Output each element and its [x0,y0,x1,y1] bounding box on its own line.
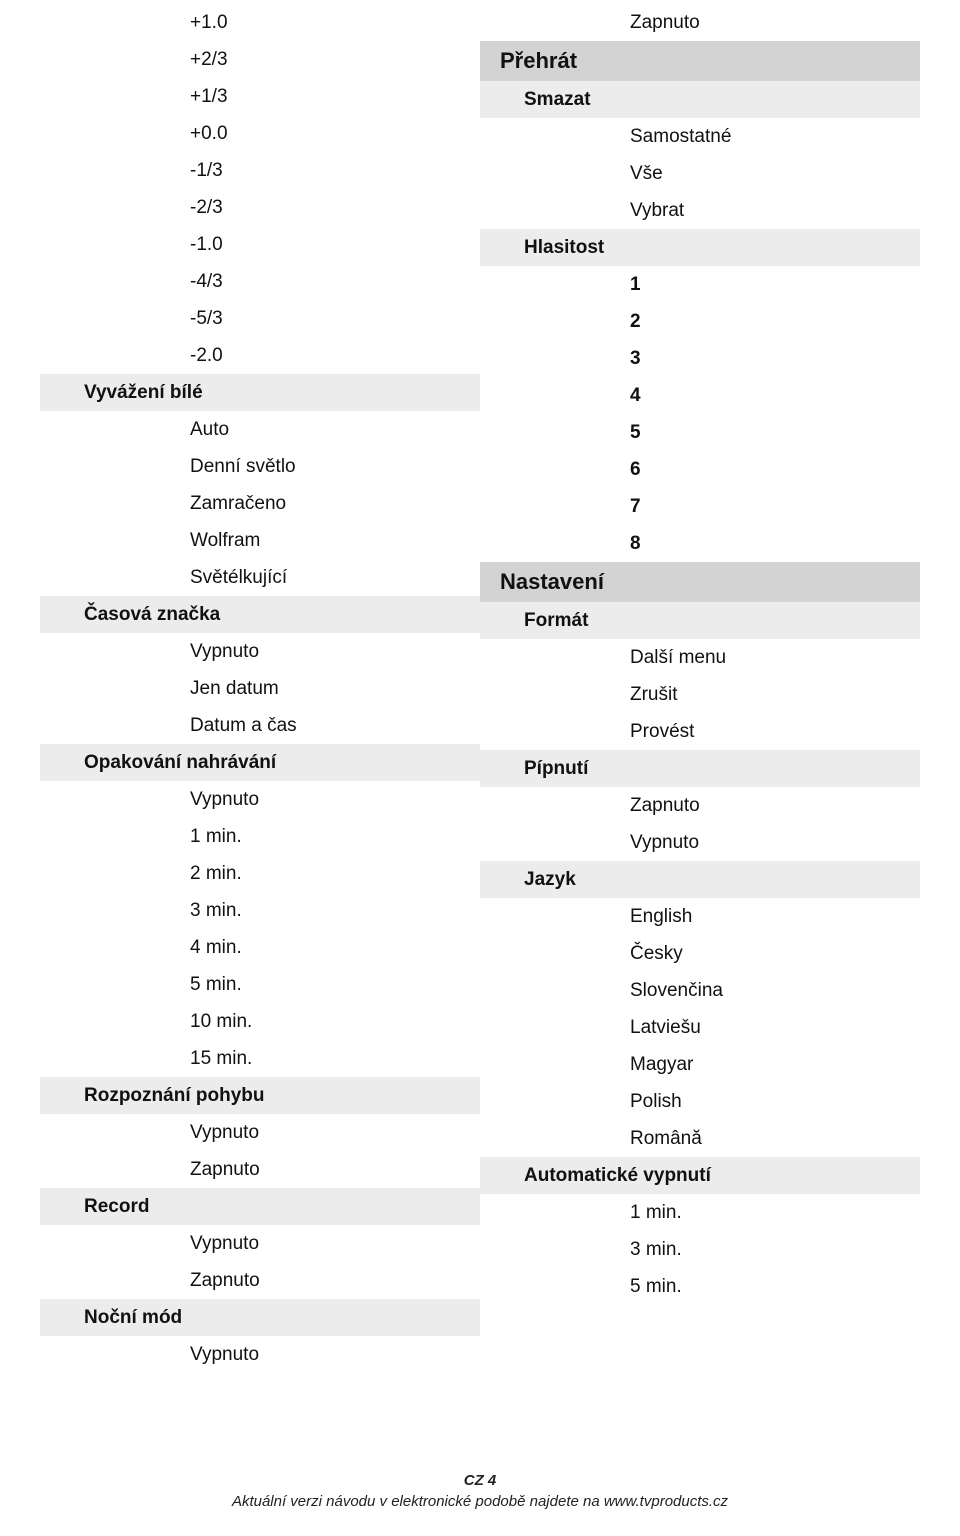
left-row: Světélkující [40,559,480,596]
right-row: English [480,898,920,935]
left-row: Vypnuto [40,781,480,818]
left-row: -2.0 [40,337,480,374]
left-row: -4/3 [40,263,480,300]
right-row: Magyar [480,1046,920,1083]
right-row: Provést [480,713,920,750]
right-row: 2 [480,303,920,340]
left-row: +2/3 [40,41,480,78]
right-row: Vše [480,155,920,192]
right-row: 3 min. [480,1231,920,1268]
right-row: 3 [480,340,920,377]
page-columns: +1.0+2/3+1/3+0.0-1/3-2/3-1.0-4/3-5/3-2.0… [0,0,960,1373]
right-row: 7 [480,488,920,525]
left-row: -5/3 [40,300,480,337]
right-row: 5 min. [480,1268,920,1305]
footer-note: Aktuální verzi návodu v elektronické pod… [232,1493,728,1510]
right-row: 1 min. [480,1194,920,1231]
left-row: 3 min. [40,892,480,929]
right-row: Formát [480,602,920,639]
left-row: Časová značka [40,596,480,633]
right-row: Samostatné [480,118,920,155]
left-row: 4 min. [40,929,480,966]
right-row: Zapnuto [480,4,920,41]
left-row: Denní světlo [40,448,480,485]
left-row: Opakování nahrávání [40,744,480,781]
left-row: Datum a čas [40,707,480,744]
left-column: +1.0+2/3+1/3+0.0-1/3-2/3-1.0-4/3-5/3-2.0… [40,4,480,1373]
right-row: Jazyk [480,861,920,898]
left-row: Vyvážení bílé [40,374,480,411]
right-row: Vypnuto [480,824,920,861]
left-row: Vypnuto [40,1225,480,1262]
left-row: Jen datum [40,670,480,707]
page-number: CZ 4 [0,1472,960,1489]
right-row: 1 [480,266,920,303]
left-row: Rozpoznání pohybu [40,1077,480,1114]
right-row: Zapnuto [480,787,920,824]
right-row: Română [480,1120,920,1157]
left-row: 15 min. [40,1040,480,1077]
right-column: ZapnutoPřehrátSmazatSamostatnéVšeVybratH… [480,4,920,1373]
left-row: 2 min. [40,855,480,892]
left-row: Zamračeno [40,485,480,522]
right-row: Automatické vypnutí [480,1157,920,1194]
right-row: Česky [480,935,920,972]
left-row: Vypnuto [40,633,480,670]
left-row: +1.0 [40,4,480,41]
left-row: Auto [40,411,480,448]
right-row: Další menu [480,639,920,676]
left-row: Vypnuto [40,1336,480,1373]
right-row: Vybrat [480,192,920,229]
left-row: +1/3 [40,78,480,115]
left-row: Zapnuto [40,1151,480,1188]
left-row: +0.0 [40,115,480,152]
right-row: Latviešu [480,1009,920,1046]
right-row: 5 [480,414,920,451]
left-row: Noční mód [40,1299,480,1336]
right-row: 4 [480,377,920,414]
left-row: 1 min. [40,818,480,855]
right-row: Smazat [480,81,920,118]
left-row: Zapnuto [40,1262,480,1299]
right-row: Polish [480,1083,920,1120]
left-row: 5 min. [40,966,480,1003]
left-row: Record [40,1188,480,1225]
right-row: Hlasitost [480,229,920,266]
left-row: 10 min. [40,1003,480,1040]
right-row: 6 [480,451,920,488]
left-row: -1.0 [40,226,480,263]
left-row: -2/3 [40,189,480,226]
left-row: -1/3 [40,152,480,189]
left-row: Wolfram [40,522,480,559]
right-row: Zrušit [480,676,920,713]
left-row: Vypnuto [40,1114,480,1151]
right-row: Pípnutí [480,750,920,787]
right-row: Přehrát [480,41,920,81]
footer: CZ 4 Aktuální verzi návodu v elektronick… [0,1472,960,1510]
right-row: Slovenčina [480,972,920,1009]
right-row: Nastavení [480,562,920,602]
right-row: 8 [480,525,920,562]
